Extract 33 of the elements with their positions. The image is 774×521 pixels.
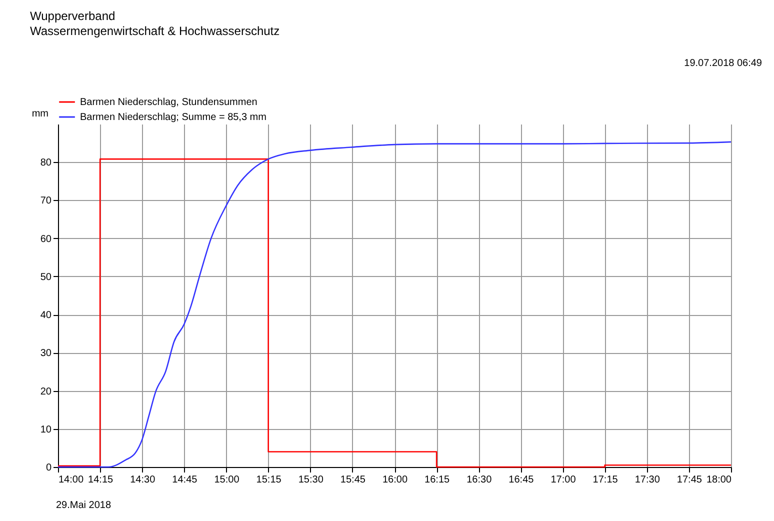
x-tick-label: 17:45 <box>676 474 702 486</box>
x-tick-label: 17:30 <box>634 474 660 486</box>
x-tick-label: 15:30 <box>298 474 324 486</box>
x-tick-label: 15:00 <box>214 474 240 486</box>
text: 19.07.2018 06:49 <box>684 58 762 69</box>
y-tick-label: 60 <box>40 234 52 245</box>
y-tick-label: 10 <box>40 424 52 436</box>
legend-label: Barmen Niederschlag; Summe = 85,3 mm <box>80 112 266 123</box>
x-tick-label: 14:30 <box>130 474 156 486</box>
x-tick-label: 17:00 <box>550 474 576 486</box>
y-axis-title: mm <box>32 108 48 120</box>
chart-subtitle: Wassermengenwirtschaft & Hochwasserschutz <box>30 24 280 38</box>
x-tick-label: 15:15 <box>256 474 282 486</box>
y-tick-label: 70 <box>40 196 52 207</box>
x-tick-label: 14:15 <box>88 474 114 486</box>
x-tick-label: 16:45 <box>508 474 534 486</box>
x-tick-label: 16:30 <box>466 474 492 486</box>
x-tick-label: 16:00 <box>382 474 408 486</box>
y-tick-label: 80 <box>40 158 52 169</box>
y-tick-label: 20 <box>40 386 52 398</box>
chart-title: Wupperverband <box>30 9 116 23</box>
x-tick-label: 16:15 <box>424 474 450 486</box>
y-tick-label: 50 <box>40 272 52 283</box>
y-tick-label: 0 <box>46 462 52 474</box>
y-tick-label: 40 <box>40 310 52 322</box>
y-tick-label: 30 <box>40 348 52 360</box>
x-tick-label: 18:00 <box>706 474 732 486</box>
legend-label: Barmen Niederschlag, Stundensummen <box>80 97 258 108</box>
x-tick-label: 15:45 <box>340 474 366 486</box>
x-tick-label: 14:45 <box>172 474 198 486</box>
x-tick-label: 14:00 <box>58 474 84 486</box>
x-tick-label: 17:15 <box>592 474 618 486</box>
text: 29.Mai 2018 <box>56 500 112 511</box>
